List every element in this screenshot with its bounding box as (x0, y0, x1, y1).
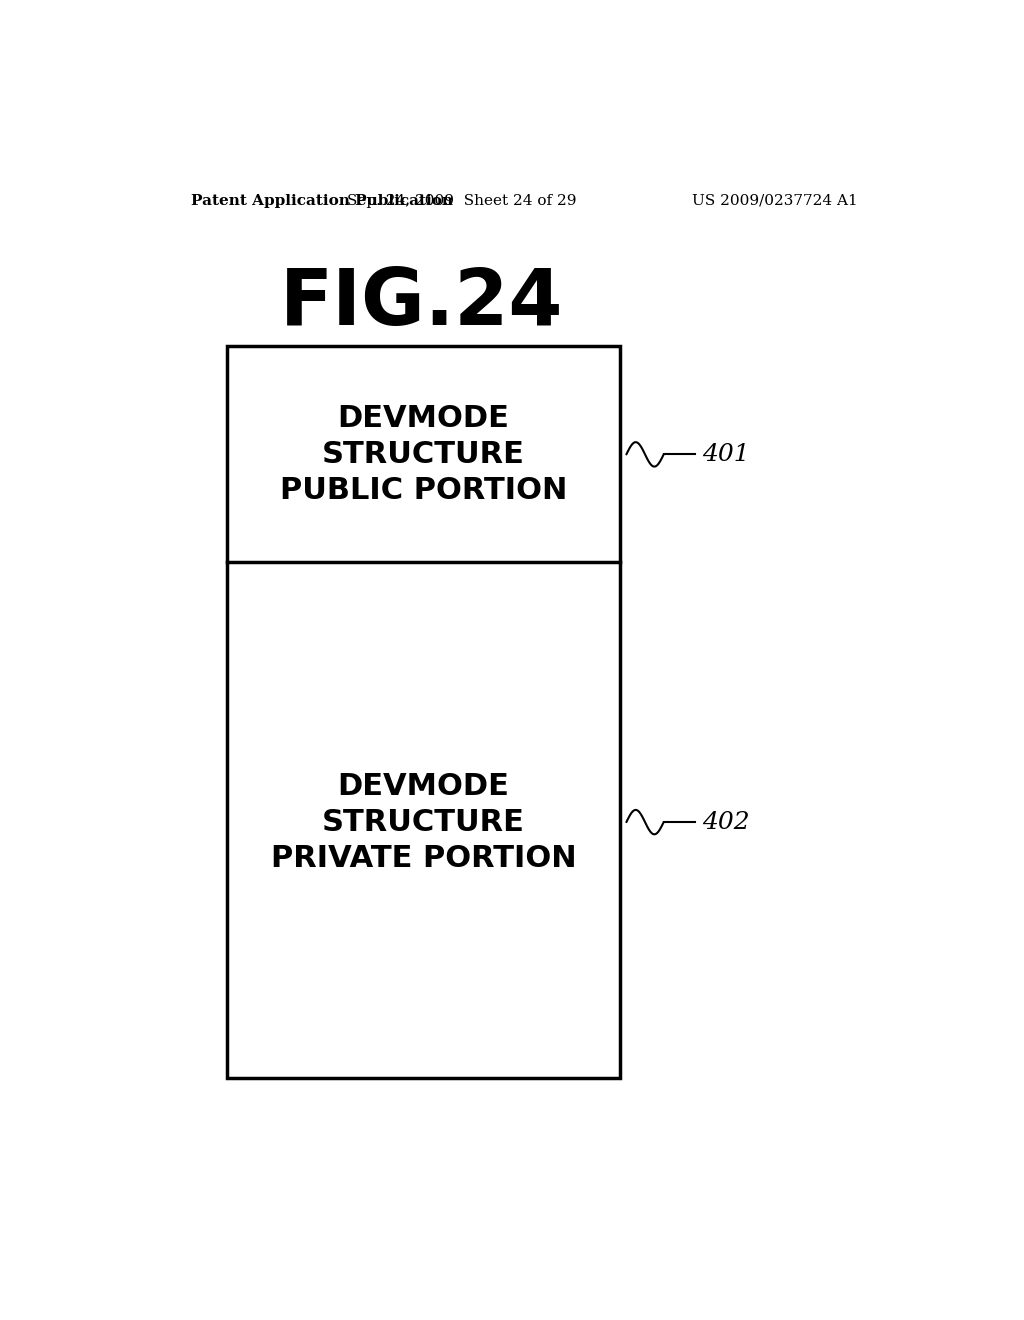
Text: DEVMODE
STRUCTURE
PUBLIC PORTION: DEVMODE STRUCTURE PUBLIC PORTION (280, 404, 567, 504)
Text: US 2009/0237724 A1: US 2009/0237724 A1 (692, 194, 858, 209)
Text: 401: 401 (701, 444, 750, 466)
Text: 402: 402 (701, 810, 750, 834)
Text: Sep. 24, 2009  Sheet 24 of 29: Sep. 24, 2009 Sheet 24 of 29 (346, 194, 577, 209)
Bar (227, 346, 620, 1078)
Text: Patent Application Publication: Patent Application Publication (191, 194, 454, 209)
Text: DEVMODE
STRUCTURE
PRIVATE PORTION: DEVMODE STRUCTURE PRIVATE PORTION (270, 772, 577, 873)
Text: FIG.24: FIG.24 (280, 265, 563, 341)
